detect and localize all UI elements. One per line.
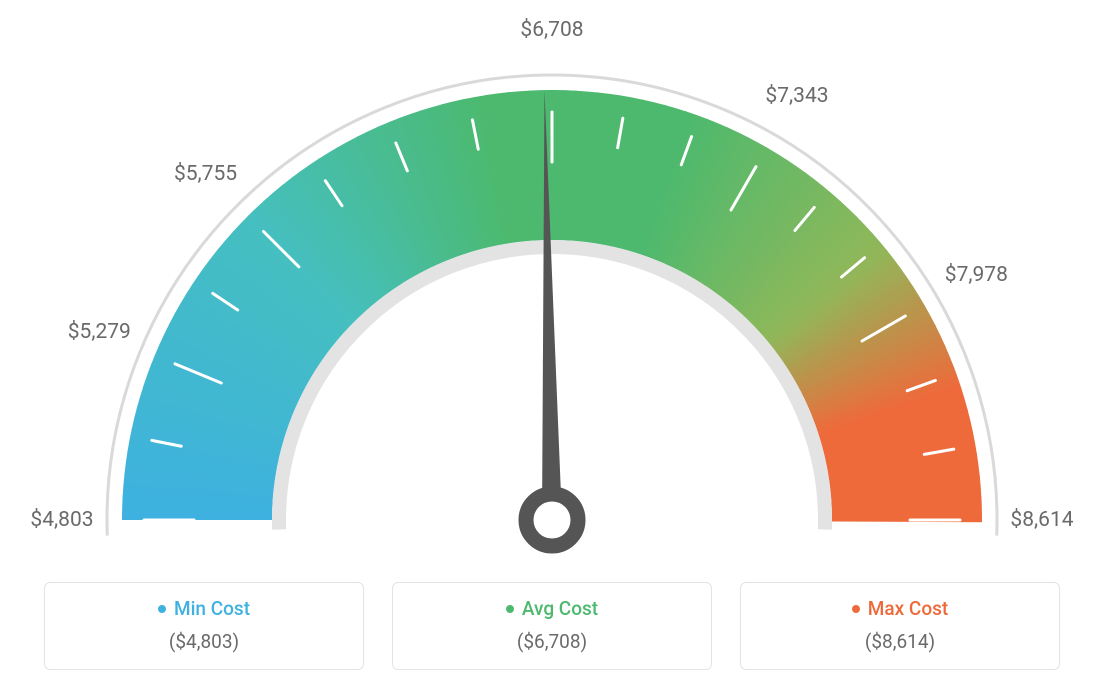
legend-value-max: ($8,614) bbox=[741, 630, 1059, 653]
gauge-scale-label: $6,708 bbox=[520, 18, 583, 42]
gauge-svg bbox=[0, 0, 1104, 560]
legend-dot-icon bbox=[506, 605, 514, 613]
gauge-scale-label: $4,803 bbox=[30, 508, 93, 532]
legend-value-min: ($4,803) bbox=[45, 630, 363, 653]
legend-title-text: Avg Cost bbox=[522, 597, 598, 620]
legend-title-min: Min Cost bbox=[158, 597, 250, 620]
gauge-scale-label: $5,279 bbox=[68, 320, 131, 344]
legend-title-text: Min Cost bbox=[174, 597, 250, 620]
legend-card-max: Max Cost ($8,614) bbox=[740, 582, 1060, 670]
gauge-scale-label: $7,343 bbox=[765, 84, 828, 108]
legend-value-avg: ($6,708) bbox=[393, 630, 711, 653]
legend-dot-icon bbox=[852, 605, 860, 613]
gauge-scale-label: $7,978 bbox=[945, 263, 1008, 287]
gauge-scale-label: $8,614 bbox=[1010, 508, 1073, 532]
legend-card-min: Min Cost ($4,803) bbox=[44, 582, 364, 670]
gauge-scale-label: $5,755 bbox=[174, 162, 237, 186]
legend-dot-icon bbox=[158, 605, 166, 613]
legend-title-text: Max Cost bbox=[868, 597, 948, 620]
gauge-container: $4,803 $5,279 $5,755 $6,708 $7,343 $7,978 $8,6… bbox=[0, 0, 1104, 560]
legend-row: Min Cost ($4,803) Avg Cost ($6,708) Max Cost… bbox=[0, 582, 1104, 670]
gauge-needle-hub bbox=[526, 494, 578, 546]
legend-title-max: Max Cost bbox=[852, 597, 948, 620]
legend-title-avg: Avg Cost bbox=[506, 597, 598, 620]
legend-card-avg: Avg Cost ($6,708) bbox=[392, 582, 712, 670]
